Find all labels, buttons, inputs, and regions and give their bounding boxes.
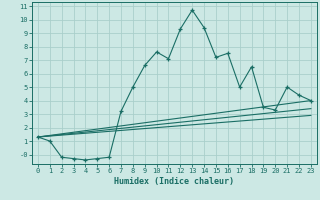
X-axis label: Humidex (Indice chaleur): Humidex (Indice chaleur) bbox=[115, 177, 234, 186]
